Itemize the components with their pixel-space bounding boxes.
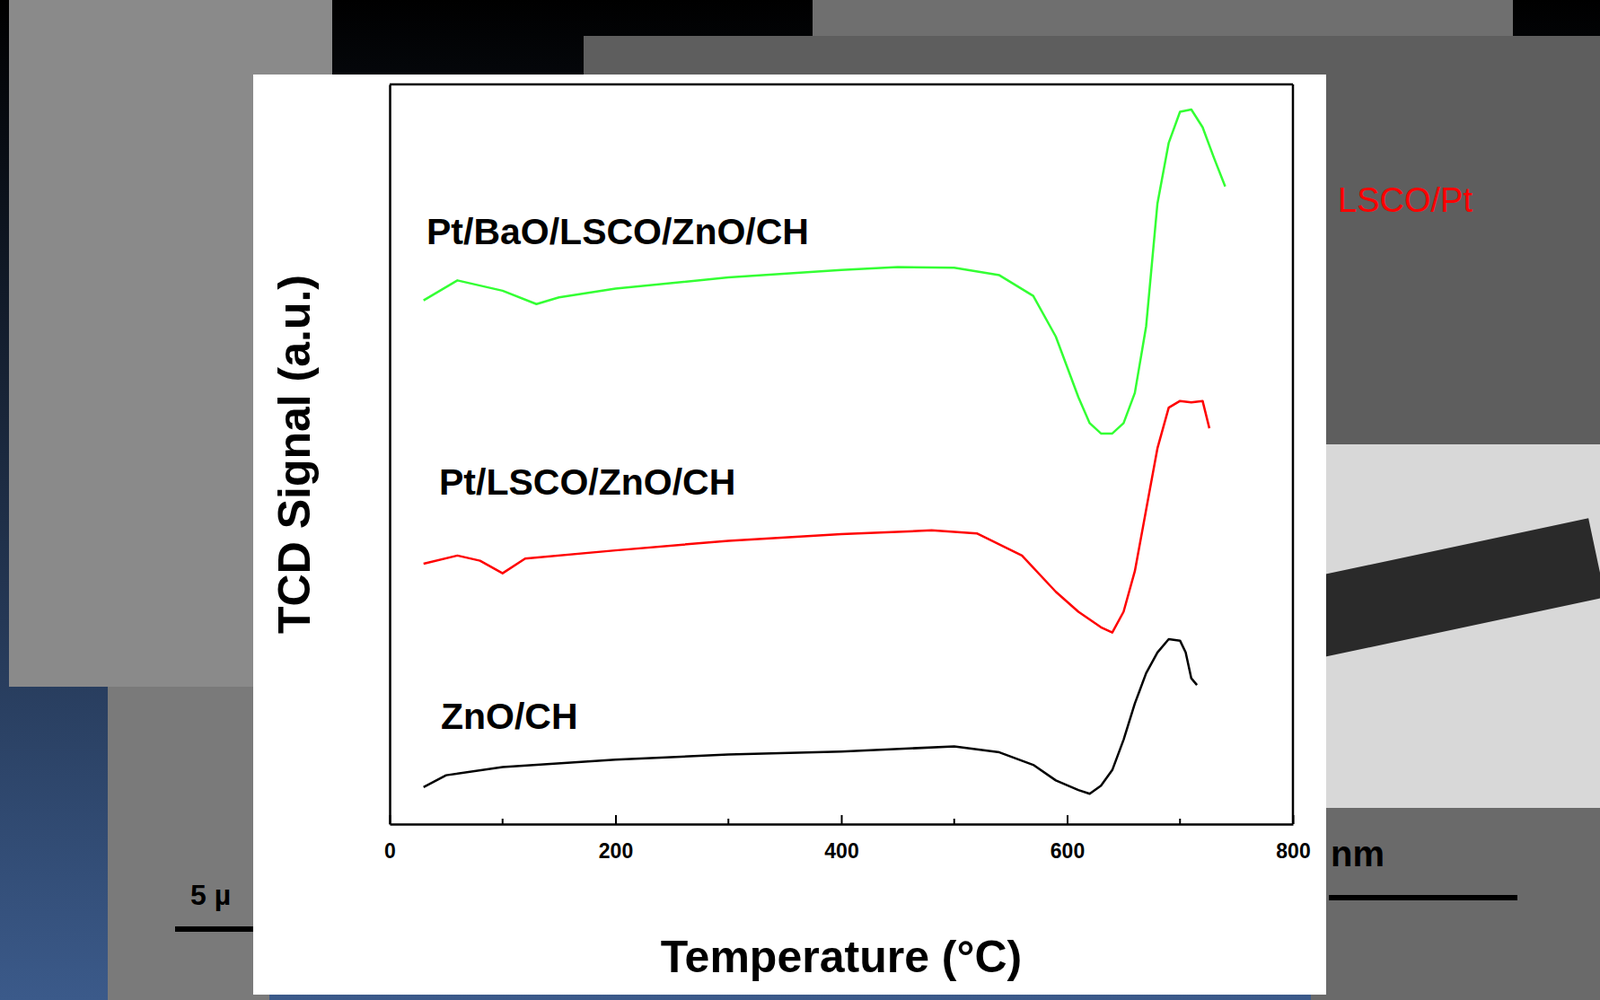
canvas: LSCO/Pt 5 µ nm 0 200 400 600 800 Temperature (°C… — [0, 0, 1600, 1000]
background-image — [812, 0, 1513, 36]
series-label: Pt/BaO/LSCO/ZnO/CH — [426, 210, 809, 253]
annotation: LSCO/Pt — [1337, 181, 1473, 220]
minor-tick — [727, 818, 730, 825]
y-axis-title: TCD Signal (a.u.) — [269, 274, 320, 634]
tick-mark — [1066, 815, 1069, 825]
minor-tick — [501, 818, 504, 825]
annotation: 5 µ — [190, 879, 231, 912]
annotation: nm — [1330, 834, 1385, 874]
chart-panel — [253, 74, 1327, 995]
tick-mark — [615, 815, 617, 825]
y-axis — [389, 85, 391, 826]
tick-label: 600 — [1050, 839, 1085, 863]
tick: 200 — [598, 815, 633, 863]
minor-tick — [953, 818, 956, 825]
minor-tick — [1178, 818, 1181, 825]
frame — [1292, 84, 1295, 825]
background-image — [1310, 808, 1600, 1000]
tick: 600 — [1050, 815, 1085, 863]
tick: 400 — [824, 815, 859, 863]
series-line — [423, 401, 1210, 633]
tick-label: 0 — [384, 839, 396, 863]
series-label: Pt/LSCO/ZnO/CH — [439, 461, 736, 503]
frame — [389, 83, 1293, 87]
plot-area — [423, 109, 1226, 794]
tick-mark — [841, 815, 844, 825]
axis-line — [388, 85, 392, 826]
tick-label: 200 — [598, 839, 633, 863]
background-image — [107, 686, 270, 1000]
scale-bar — [1328, 895, 1518, 901]
series-label: ZnO/CH — [440, 695, 579, 738]
series-line — [423, 639, 1197, 794]
tick-label: 400 — [824, 839, 859, 863]
tick-label: 800 — [1275, 839, 1310, 863]
x-axis-title: Temperature (°C) — [660, 931, 1022, 983]
background — [0, 0, 1600, 1000]
series-line — [423, 109, 1226, 434]
x-axis: 0 200 400 600 800 — [384, 815, 1311, 863]
background-image — [1305, 518, 1600, 658]
